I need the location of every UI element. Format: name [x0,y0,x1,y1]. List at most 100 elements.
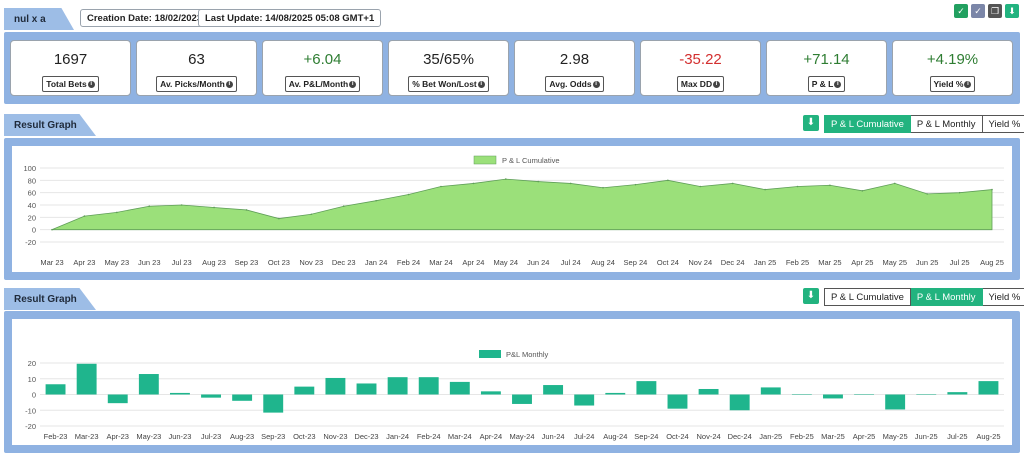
x-tick-label: Aug 23 [202,258,226,267]
data-point [310,213,313,216]
x-tick-label: Mar-23 [75,432,99,441]
data-point [991,188,993,191]
x-tick-label: Jul 25 [950,258,970,267]
x-tick-label: Jul-24 [574,432,594,441]
bar [760,387,781,395]
data-point [51,228,53,231]
x-tick-label: Mar-24 [448,432,472,441]
graph-mode-toggle[interactable]: P & L Cumulative P & L Monthly Yield % [824,288,1024,306]
x-tick-label: Feb 25 [786,258,809,267]
x-tick-label: Jan 24 [365,258,388,267]
x-tick-label: May 23 [105,258,130,267]
download-button[interactable]: ⬇ [803,288,819,304]
x-tick-label: Jun-25 [915,432,938,441]
x-tick-label: Apr 24 [462,258,484,267]
graph-mode-button[interactable]: P & L Cumulative [824,288,911,306]
stat-label[interactable]: Avg. Odds i [545,76,604,92]
graph-mode-button[interactable]: Yield % [982,288,1024,306]
profile-name: nul x a [14,14,46,25]
stat-value: +4.19% [926,51,979,68]
graph-mode-button[interactable]: P & L Monthly [910,115,983,133]
x-tick-label: Dec-23 [354,432,378,441]
bar [698,388,719,395]
info-icon[interactable]: i [713,81,721,89]
data-point [342,205,345,208]
stat-value: +6.04 [303,51,342,68]
data-point [796,185,799,188]
x-tick-label: Aug-25 [976,432,1000,441]
bar [574,394,595,406]
bar [387,377,408,395]
download-button[interactable]: ⬇ [803,115,819,131]
y-tick-label: 10 [28,375,36,384]
graph-mode-button[interactable]: Yield % [982,115,1024,133]
y-tick-label: 20 [28,359,36,368]
stat-label[interactable]: Max DD i [676,76,725,92]
x-tick-label: May-25 [883,432,908,441]
info-icon[interactable]: i [87,81,95,89]
info-icon[interactable]: i [349,81,357,89]
bar [512,394,532,404]
data-point [829,184,831,187]
download-icon[interactable]: ⬇ [1005,4,1019,18]
legend-swatch [479,350,501,358]
data-point [569,182,572,185]
data-point [861,190,864,192]
x-tick-label: Apr-25 [853,432,876,441]
bar [169,392,190,395]
creation-date: Creation Date: 18/02/2023 [80,9,210,27]
x-tick-label: Mar 24 [429,258,452,267]
stat-card: +4.19% Yield % i [892,40,1013,96]
stat-label[interactable]: Av. Picks/Month i [156,76,237,92]
x-tick-label: Jun 25 [916,258,939,267]
bar [947,392,968,395]
graph-mode-button[interactable]: P & L Monthly [910,288,983,306]
last-update: Last Update: 14/08/2025 05:08 GMT+1 [198,9,382,27]
info-icon[interactable]: i [964,81,972,89]
check-badge-icon[interactable]: ✓ [971,4,985,18]
legend-swatch [473,155,497,165]
y-tick-label: 40 [28,201,36,210]
info-icon[interactable]: i [477,81,485,89]
stat-value: 2.98 [559,51,590,68]
x-tick-label: Mar 25 [818,258,841,267]
x-tick-label: Feb-24 [417,432,441,441]
stat-value: -35.22 [679,51,722,68]
x-tick-label: Jul 23 [172,258,192,267]
data-point [83,215,86,217]
x-tick-label: Apr-24 [480,432,503,441]
info-icon[interactable]: i [592,81,600,89]
info-icon[interactable]: i [834,81,842,89]
data-point [213,206,215,209]
data-point [731,182,734,185]
x-tick-label: Dec-24 [728,432,752,441]
stat-label[interactable]: Total Bets i [42,76,99,92]
graph-mode-button[interactable]: P & L Cumulative [824,115,911,133]
x-tick-label: May-24 [509,432,534,441]
monthly-chart: -20 -10 0 10 20 Feb-23 Mar-23 Apr-23 May-23 Jun-2… [25,350,1004,441]
x-tick-label: Oct 24 [657,258,679,267]
stat-label[interactable]: Av. P&L/Month i [284,76,361,92]
check-badge-icon[interactable]: ✓ [954,4,968,18]
result-graph-title: Result Graph [14,120,77,131]
x-tick-label: Oct-24 [666,432,689,441]
x-tick-label: May 25 [882,258,907,267]
x-tick-label: Sep 24 [624,258,648,267]
x-tick-label: Nov-23 [323,432,347,441]
info-icon[interactable]: i [225,81,233,89]
copy-icon[interactable]: ❐ [988,4,1002,18]
bar [636,381,657,395]
graph-mode-toggle[interactable]: P & L Cumulative P & L Monthly Yield % [824,115,1024,133]
stat-label[interactable]: Yield % i [929,76,976,92]
y-tick-label: -20 [25,422,36,431]
x-tick-label: Jul-23 [201,432,221,441]
stat-label[interactable]: % Bet Won/Lost i [408,76,489,92]
data-point [504,178,507,180]
bar [667,394,688,409]
bar [232,394,253,401]
stat-card: 1697 Total Bets i [10,40,131,96]
data-point [602,186,604,189]
data-point [537,180,540,183]
